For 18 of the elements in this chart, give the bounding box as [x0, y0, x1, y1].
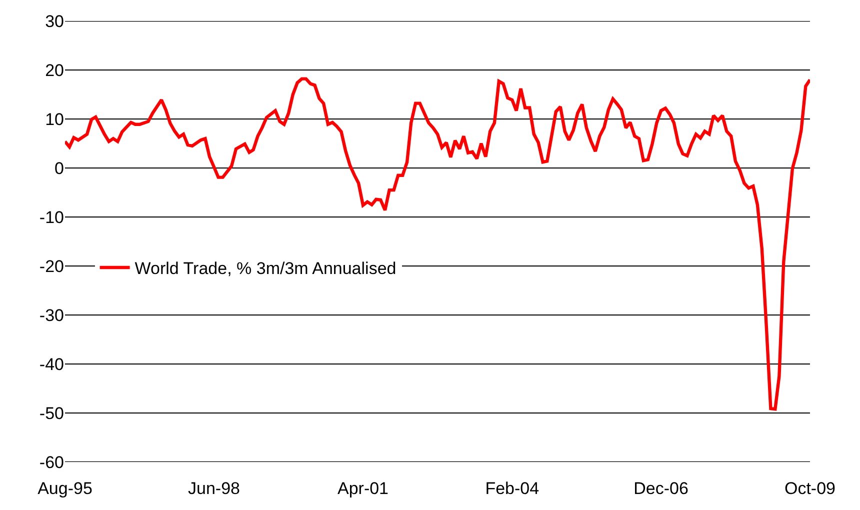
x-tick-label: Jun-98 — [188, 479, 240, 498]
y-tick-label: 0 — [54, 158, 64, 178]
y-tick-label: 10 — [45, 110, 64, 129]
x-tick-label: Dec-06 — [634, 479, 688, 498]
x-tick-label: Aug-95 — [38, 479, 92, 498]
y-tick-label: -10 — [39, 208, 64, 227]
y-tick-label: -60 — [39, 452, 64, 472]
y-tick-label: 30 — [45, 12, 64, 31]
x-tick-label: Oct-09 — [784, 479, 836, 498]
x-tick-label: Apr-01 — [337, 479, 389, 498]
y-tick-label: 20 — [45, 60, 64, 80]
y-tick-label: -30 — [39, 306, 64, 325]
y-tick-label: -40 — [39, 354, 64, 374]
x-tick-label: Feb-04 — [485, 479, 540, 498]
line-series — [65, 77, 810, 411]
legend-label: World Trade, % 3m/3m Annualised — [134, 259, 396, 278]
y-tick-label: -20 — [39, 256, 64, 276]
y-tick-label: -50 — [39, 404, 64, 423]
